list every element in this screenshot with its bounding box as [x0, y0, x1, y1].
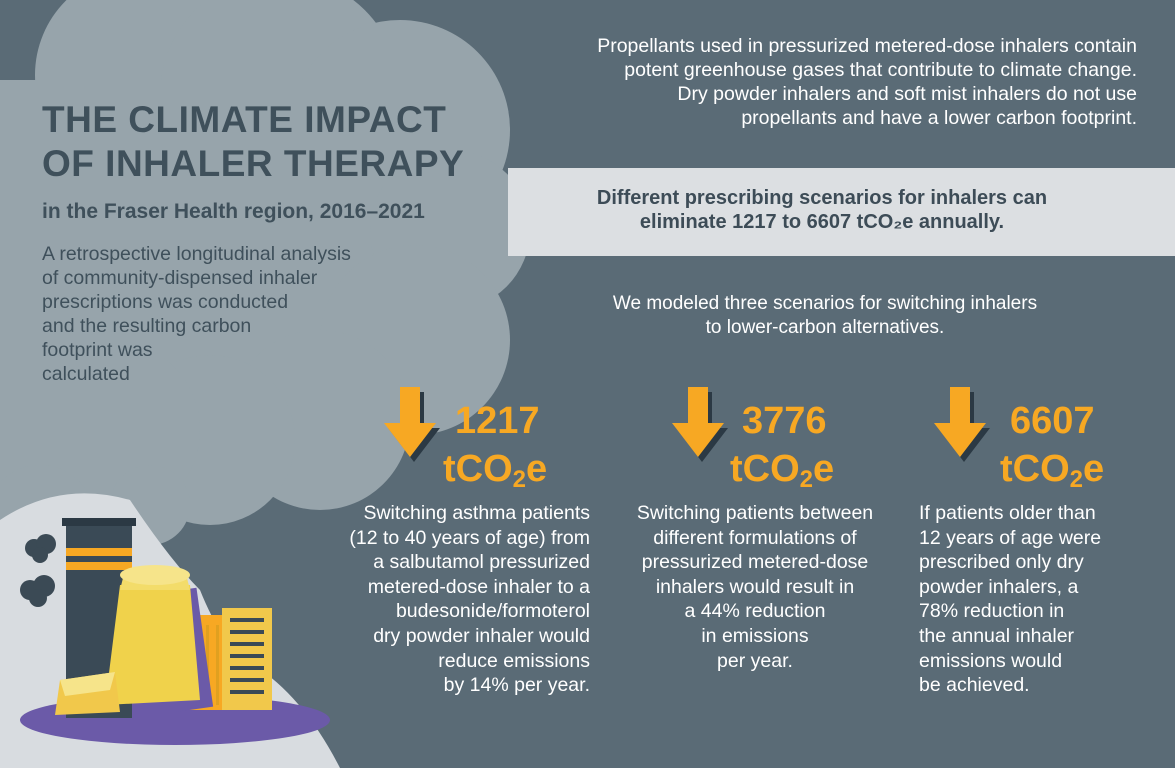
page-title: THE CLIMATE IMPACT OF INHALER THERAPY — [42, 98, 502, 186]
desc-line: emissions would — [919, 649, 1063, 672]
desc-line: a 44% reduction — [684, 600, 826, 623]
desc-line: reduce emissions — [438, 649, 590, 672]
desc-line: metered-dose inhaler to a — [367, 575, 590, 598]
title-line-1: THE CLIMATE IMPACT — [42, 99, 447, 140]
unit-sub: 2 — [512, 466, 527, 493]
desc-line: dry powder inhaler would — [373, 624, 590, 647]
unit-sub: 2 — [1069, 466, 1084, 493]
propellants-line: propellants and have a lower carbon foot… — [741, 107, 1137, 129]
propellants-line: potent greenhouse gases that contribute … — [624, 59, 1137, 81]
desc-line: per year. — [717, 649, 793, 672]
scenario-1-description: Switching asthma patients (12 to 40 year… — [318, 501, 590, 698]
banner-line: eliminate 1217 to 6607 tCO₂e annually. — [639, 211, 1005, 233]
down-arrow-icon — [384, 387, 440, 462]
unit-main: tCO — [1000, 448, 1070, 490]
propellants-line: Dry powder inhalers and soft mist inhale… — [677, 83, 1137, 105]
puff-dots — [20, 534, 56, 607]
unit-main: tCO — [730, 448, 800, 490]
scenario-1-value: 1217 — [455, 400, 540, 442]
desc-line: 12 years of age were — [919, 526, 1102, 549]
desc-line: in emissions — [701, 624, 809, 647]
scenario-3-description: If patients older than 12 years of age w… — [919, 501, 1149, 698]
intro-line: footprint was — [42, 339, 153, 361]
banner-strip — [508, 168, 1175, 256]
scenario-2-value: 3776 — [742, 400, 827, 442]
desc-line: 78% reduction in — [919, 600, 1065, 623]
unit-end: e — [526, 448, 548, 490]
modeled-line: to lower-carbon alternatives. — [705, 317, 945, 338]
scenario-3-value: 6607 — [1010, 400, 1095, 442]
desc-line: the annual inhaler — [919, 624, 1075, 647]
desc-line: budesonide/formoterol — [395, 600, 590, 623]
intro-line: and the resulting carbon — [42, 315, 252, 337]
down-arrow-icon — [934, 387, 990, 462]
desc-line: by 14% per year. — [443, 674, 590, 697]
intro-line: A retrospective longitudinal analysis — [42, 243, 351, 265]
banner-line: Different prescribing scenarios for inha… — [596, 187, 1048, 209]
desc-line: inhalers would result in — [655, 575, 855, 598]
down-arrow-icon — [672, 387, 728, 462]
subtitle: in the Fraser Health region, 2016–2021 — [42, 200, 425, 223]
smoke-cloud — [0, 0, 530, 575]
scenario-3-unit: tCO2e — [1000, 448, 1104, 501]
intro-line: prescriptions was conducted — [42, 291, 289, 313]
unit-main: tCO — [443, 448, 513, 490]
unit-sub: 2 — [799, 466, 814, 493]
desc-line: different formulations of — [653, 526, 857, 549]
desc-line: pressurized metered-dose — [641, 551, 869, 574]
desc-line: a salbutamol pressurized — [373, 551, 590, 574]
desc-line: Switching asthma patients — [363, 502, 590, 524]
intro-line: of community-dispensed inhaler — [42, 267, 318, 289]
title-line-2: OF INHALER THERAPY — [42, 143, 465, 184]
desc-line: prescribed only dry — [919, 551, 1084, 574]
unit-end: e — [813, 448, 835, 490]
modeled-line: We modeled three scenarios for switching… — [612, 293, 1038, 314]
unit-end: e — [1083, 448, 1105, 490]
desc-line: powder inhalers, a — [919, 575, 1079, 598]
desc-line: Switching patients between — [636, 502, 874, 524]
intro-line: calculated — [42, 363, 130, 385]
desc-line: be achieved. — [919, 674, 1030, 697]
intro-text: A retrospective longitudinal analysis of… — [42, 242, 422, 386]
propellants-line: Propellants used in pressurized metered-… — [597, 35, 1137, 57]
scenario-1-unit: tCO2e — [443, 448, 547, 501]
inhaler-device — [55, 565, 214, 715]
scenario-2-unit: tCO2e — [730, 448, 834, 501]
desc-line: (12 to 40 years of age) from — [349, 526, 590, 549]
modeled-text: We modeled three scenarios for switching… — [560, 292, 1090, 340]
propellants-text: Propellants used in pressurized metered-… — [497, 34, 1137, 130]
banner-text: Different prescribing scenarios for inha… — [522, 186, 1122, 234]
desc-line: If patients older than — [919, 502, 1096, 524]
scenario-2-description: Switching patients between different for… — [610, 501, 900, 673]
